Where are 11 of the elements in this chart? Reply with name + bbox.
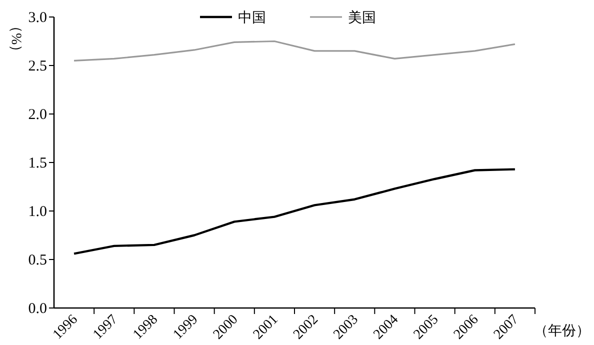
x-axis-title: （年份） (534, 323, 590, 339)
y-tick-label: 2.5 (28, 58, 47, 74)
y-tick-label: 0.0 (28, 301, 47, 317)
y-tick-label: 0.5 (28, 252, 47, 268)
y-tick-label: 1.0 (28, 204, 47, 220)
y-tick-label: 2.0 (28, 107, 47, 123)
y-tick-label: 1.5 (28, 156, 47, 172)
legend-label: 美国 (348, 10, 376, 26)
y-tick-label: 3.0 (28, 10, 47, 26)
y-axis-title: （%） (8, 19, 23, 59)
legend-label: 中国 (238, 10, 266, 26)
